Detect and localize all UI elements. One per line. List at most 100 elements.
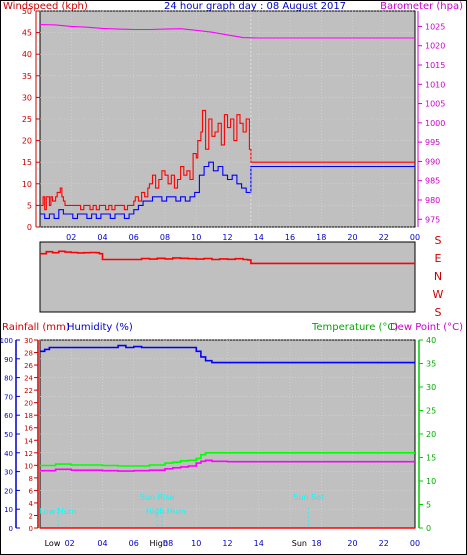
wind-x-tick-label: 02 (66, 233, 76, 242)
wind-x-tick-label: 08 (160, 233, 170, 242)
climate-x-label: 02 (65, 539, 75, 548)
barometer-tick-label: 980 (425, 196, 440, 205)
climate-x-label: 00 (410, 539, 420, 548)
wind-x-tick-label: 22 (379, 233, 389, 242)
compass-label-s: S (435, 306, 442, 319)
climate-x-label: 08 (163, 539, 173, 548)
humidity-tick-label: 40 (4, 450, 13, 458)
humidity-tick-label: 10 (4, 506, 13, 514)
barometer-tick-label: 975 (425, 215, 440, 224)
wind-y-tick-label: 40 (22, 50, 32, 59)
wind-y-tick-label: 35 (22, 72, 32, 81)
wind-y-tick-label: 25 (22, 115, 32, 124)
rain-tick-label: 8 (29, 475, 33, 483)
humidity-tick-label: 50 (4, 431, 13, 439)
climate-x-label: 18 (311, 539, 321, 548)
climate-x-label: 12 (222, 539, 232, 548)
series-direction (40, 250, 415, 265)
wind-x-tick-label: 16 (285, 233, 295, 242)
humidity-tick-label: 80 (4, 375, 13, 383)
marker-label: High Hum (146, 507, 186, 516)
wind-y-tick-label: 45 (22, 29, 32, 38)
compass-label-w: W (433, 288, 444, 301)
climate-x-label: 22 (379, 539, 389, 548)
wind-y-tick-label: 15 (22, 158, 32, 167)
barometer-tick-label: 1015 (425, 61, 445, 70)
humidity-tick-label: 20 (4, 487, 13, 495)
rain-tick-label: 4 (29, 500, 34, 508)
compass-label-e: E (435, 252, 442, 265)
series-barometer (39, 23, 415, 39)
climate-x-label: High (150, 539, 168, 548)
temperature-tick-label: 25 (426, 407, 436, 416)
climate-x-label: 20 (347, 539, 357, 548)
compass-label-n: N (434, 270, 442, 283)
series-average (40, 161, 415, 219)
climate-x-label: Sun (292, 539, 307, 548)
humidity-tick-label: 90 (4, 356, 13, 364)
climate-x-label: 06 (129, 539, 139, 548)
rain-tick-label: 30 (24, 337, 33, 345)
temperature-tick-label: 5 (426, 501, 431, 510)
graph-title: 24 hour graph day : 08 August 2017 (164, 1, 346, 12)
rain-tick-label: 16 (24, 425, 33, 433)
wind-x-tick-label: 06 (129, 233, 139, 242)
barometer-axis-title: Barometer (hpa) (380, 1, 463, 12)
wind-y-tick-label: 20 (22, 137, 32, 146)
climate-x-label: 10 (191, 539, 201, 548)
wind-x-tick-label: 14 (254, 233, 264, 242)
humidity-tick-label: 30 (4, 469, 13, 477)
rain-tick-label: 20 (24, 400, 33, 408)
temperature-tick-label: 35 (426, 360, 436, 369)
rain-tick-label: 0 (29, 525, 33, 533)
series-temperature (40, 452, 415, 467)
wind-x-tick-label: 20 (347, 233, 357, 242)
climate-chart: 0102030405060708090100024681012141618202… (0, 336, 436, 548)
wind-y-tick-label: 10 (22, 180, 32, 189)
marker-label: Sun Rise (140, 493, 175, 502)
rain-tick-label: 12 (24, 450, 33, 458)
dewpoint-axis-title: Dew Point (°C) (390, 322, 463, 333)
series-dew-point (40, 459, 415, 472)
temperature-axis-title: Temperature (°C) (311, 322, 398, 333)
rain-tick-label: 24 (24, 375, 33, 383)
humidity-tick-label: 0 (9, 525, 13, 533)
humidity-axis-title: Humidity (%) (67, 322, 133, 333)
rainfall-axis-title: Rainfall (mm) (2, 322, 70, 333)
temperature-tick-label: 30 (426, 383, 436, 392)
climate-x-label: 14 (254, 539, 264, 548)
rain-tick-label: 10 (24, 462, 33, 470)
humidity-tick-label: 100 (0, 337, 13, 345)
barometer-tick-label: 1000 (425, 119, 445, 128)
wind-y-tick-label: 0 (27, 223, 32, 232)
marker-label: Low Hum (39, 507, 76, 516)
wind-x-tick-label: 00 (410, 233, 420, 242)
rain-tick-label: 14 (24, 437, 33, 445)
rain-tick-label: 26 (24, 362, 33, 370)
barometer-tick-label: 985 (425, 177, 440, 186)
rain-tick-label: 18 (24, 412, 33, 420)
humidity-tick-label: 60 (4, 412, 13, 420)
series-windspeed (40, 109, 415, 211)
series-humidity (40, 344, 415, 364)
barometer-tick-label: 1010 (425, 80, 445, 89)
humidity-tick-label: 70 (4, 393, 13, 401)
marker-label: Sun Set (293, 493, 324, 502)
windspeed-axis-title: Windspeed (kph) (3, 1, 88, 12)
wind-y-tick-label: 50 (22, 7, 32, 16)
wind-chart: 0510152025303540455097598098599099510001… (22, 7, 446, 242)
wind-x-tick-label: 18 (316, 233, 326, 242)
temperature-tick-label: 10 (426, 477, 436, 486)
rain-tick-label: 2 (29, 512, 33, 520)
wind-x-tick-label: 12 (222, 233, 232, 242)
barometer-tick-label: 1025 (425, 22, 445, 31)
barometer-tick-label: 990 (425, 157, 440, 166)
wind-y-tick-label: 5 (27, 201, 32, 210)
climate-x-label: Low (45, 539, 61, 548)
wind-x-tick-label: 10 (191, 233, 201, 242)
rain-tick-label: 22 (24, 387, 33, 395)
temperature-tick-label: 0 (426, 524, 431, 533)
wind-y-tick-label: 30 (22, 93, 32, 102)
